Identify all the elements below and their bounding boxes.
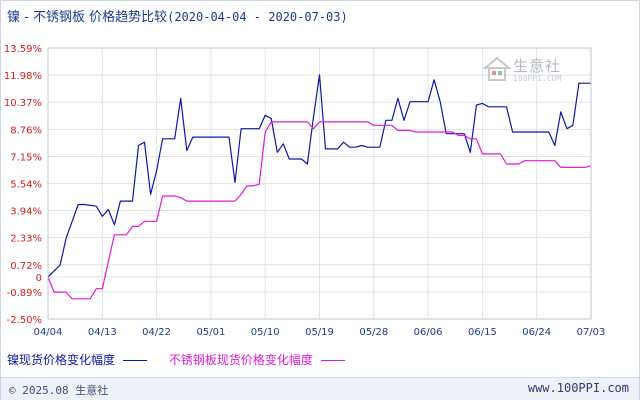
y-tick-label: 11.98% <box>4 71 42 82</box>
series-lines <box>47 74 592 300</box>
y-tick-label: 7.15% <box>10 152 42 163</box>
plot-border <box>47 47 592 320</box>
footer-bar: © 2025.08 生意社 www.100PPI.com <box>1 377 639 400</box>
chart-title-date-range: (2020-04-04 - 2020-07-03) <box>167 10 348 24</box>
line-chart: 13.59% 11.98% 10.37% 8.76% 7.15% 5.54% 3.94% 2.… <box>4 44 606 338</box>
series-line-2 <box>47 121 592 300</box>
x-axis-ticks: 04/04 04/13 04/22 05/01 05/10 05/19 05/28 06/06… <box>34 327 606 338</box>
y-tick-label: 8.76% <box>10 125 42 136</box>
x-tick-label: 05/28 <box>359 327 388 338</box>
watermark-text: 生意社 <box>513 57 562 75</box>
chart-title: 镍 - 不锈钢板 价格趋势比较(2020-04-04 - 2020-07-03) <box>7 6 348 25</box>
legend-label-stainless: 不锈钢板现货价格变化幅度 <box>168 353 313 367</box>
chart-title-main: 镍 - 不锈钢板 价格趋势比较 <box>7 10 168 25</box>
chart-legend: 镍现货价格变化幅度 不锈钢板现货价格变化幅度 <box>7 351 363 368</box>
y-axis-ticks: 13.59% 11.98% 10.37% 8.76% 7.15% 5.54% 3.94% 2.… <box>4 44 42 326</box>
footer-copyright: © 2025.08 生意社 <box>9 384 109 397</box>
y-tick-label: -2.50% <box>7 315 42 326</box>
x-tick-label: 06/06 <box>414 327 443 338</box>
legend-swatch-stainless <box>320 360 345 361</box>
x-tick-label: 04/22 <box>142 327 171 338</box>
x-tick-label: 04/04 <box>34 327 63 338</box>
y-tick-label: 10.37% <box>4 98 42 109</box>
legend-item-nickel: 镍现货价格变化幅度 <box>7 351 148 368</box>
y-tick-label: 2.33% <box>10 234 42 245</box>
y-tick-label: 3.94% <box>10 207 42 218</box>
y-tick-label: 0.72% <box>10 261 42 272</box>
legend-item-stainless: 不锈钢板现货价格变化幅度 <box>169 351 345 368</box>
house-logo-icon <box>482 56 512 81</box>
series-line-1 <box>47 74 591 278</box>
y-tick-label: -0.89% <box>7 288 42 299</box>
y-tick-label: 13.59% <box>4 44 42 55</box>
legend-swatch-nickel <box>123 360 148 361</box>
grid-lines <box>47 47 592 320</box>
x-tick-label: 04/13 <box>88 327 117 338</box>
x-tick-label: 06/24 <box>522 327 551 338</box>
footer-site-link[interactable]: www.100PPI.com <box>527 381 629 395</box>
x-tick-label: 05/01 <box>196 327 225 338</box>
x-tick-label: 07/03 <box>577 327 606 338</box>
watermark-logo: 生意社 100PPI.COM <box>482 55 579 89</box>
x-tick-label: 05/10 <box>251 327 280 338</box>
x-tick-label: 05/19 <box>305 327 334 338</box>
x-tick-label: 06/15 <box>468 327 497 338</box>
y-tick-label: 0 <box>36 273 42 284</box>
y-tick-label: 5.54% <box>10 180 42 191</box>
watermark-url: 100PPI.COM <box>513 74 562 83</box>
legend-label-nickel: 镍现货价格变化幅度 <box>7 353 116 367</box>
